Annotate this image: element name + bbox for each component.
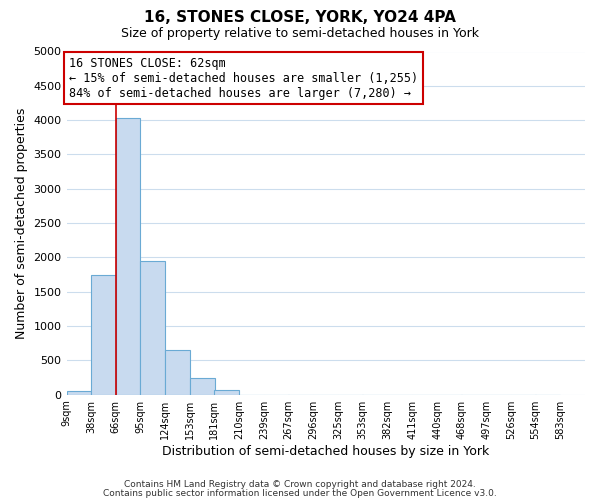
- Bar: [190, 378, 215, 394]
- Bar: [166, 350, 190, 395]
- Text: Contains public sector information licensed under the Open Government Licence v3: Contains public sector information licen…: [103, 488, 497, 498]
- Text: Contains HM Land Registry data © Crown copyright and database right 2024.: Contains HM Land Registry data © Crown c…: [124, 480, 476, 489]
- Bar: [140, 261, 166, 394]
- Text: 16, STONES CLOSE, YORK, YO24 4PA: 16, STONES CLOSE, YORK, YO24 4PA: [144, 10, 456, 25]
- Bar: [91, 276, 116, 394]
- Bar: [214, 390, 239, 394]
- Text: Size of property relative to semi-detached houses in York: Size of property relative to semi-detach…: [121, 28, 479, 40]
- Bar: [116, 118, 140, 394]
- Text: 16 STONES CLOSE: 62sqm
← 15% of semi-detached houses are smaller (1,255)
84% of : 16 STONES CLOSE: 62sqm ← 15% of semi-det…: [69, 56, 418, 100]
- Bar: [67, 392, 91, 394]
- X-axis label: Distribution of semi-detached houses by size in York: Distribution of semi-detached houses by …: [162, 444, 490, 458]
- Y-axis label: Number of semi-detached properties: Number of semi-detached properties: [15, 108, 28, 339]
